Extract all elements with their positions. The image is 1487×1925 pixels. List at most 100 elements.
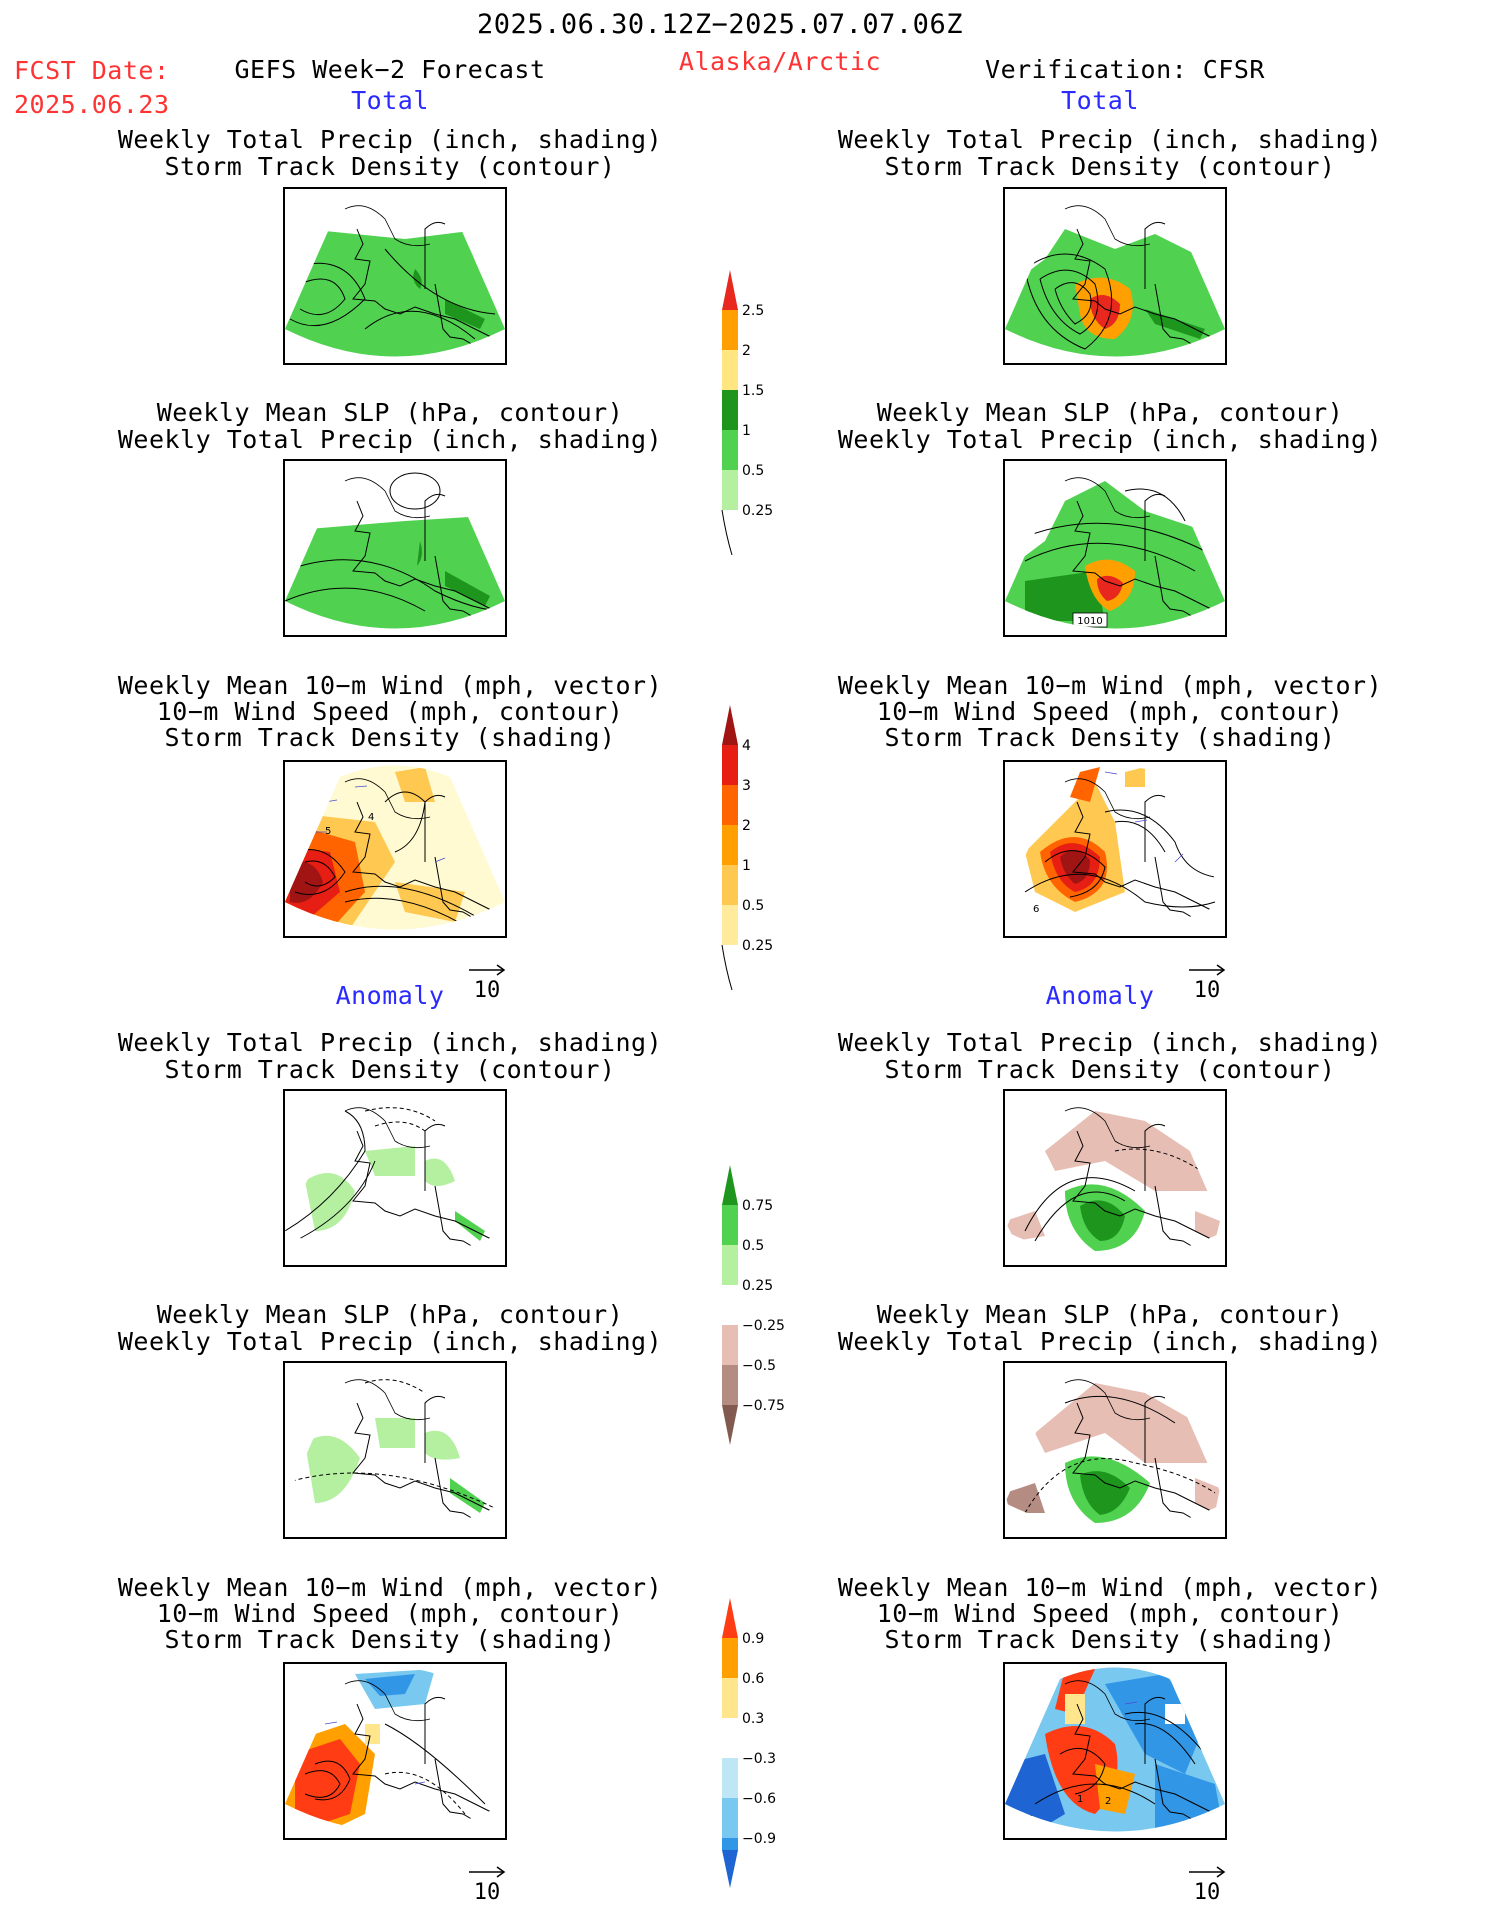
cbar-seg (722, 1245, 738, 1285)
section-total-left: Total (351, 86, 429, 115)
vector-scale-anom-right: 10 (1187, 1862, 1227, 1906)
vector-scale-total-left: 10 (467, 960, 507, 1004)
cbar-seg (722, 745, 738, 785)
colorbar-total-precip: 2.5 2 1.5 1 0.5 0.25 (721, 270, 802, 560)
section-anomaly-right: Anomaly (1045, 981, 1155, 1010)
cbar-label: 0.5 (742, 463, 764, 479)
panel-title-total-precip-right-2: Storm Track Density (contour) (884, 152, 1336, 181)
anom-wind-contour-label-b: 1 (1077, 1794, 1083, 1805)
panel-title-anom-wind-left-1: Weekly Mean 10−m Wind (mph, vector) (117, 1573, 663, 1602)
cbar-label: 0.25 (742, 1278, 773, 1294)
cbar-seg (722, 1365, 738, 1405)
map-anom-precip-storm-gefs (283, 1089, 507, 1267)
vector-scale-label: 10 (1193, 978, 1221, 1003)
slp-contour-label: 1010 (1077, 616, 1102, 627)
cbar-label: −0.3 (742, 1751, 776, 1767)
cbar-seg (722, 785, 738, 825)
map-total-precip-storm-gefs (283, 187, 507, 365)
panel-title-anom-slp-left-1: Weekly Mean SLP (hPa, contour) (156, 1300, 624, 1329)
cbar-seg (722, 905, 738, 945)
panel-title-anom-slp-right-1: Weekly Mean SLP (hPa, contour) (876, 1300, 1344, 1329)
anom-wind-contour-label-c: 2 (1105, 1796, 1111, 1807)
cbar-label: −0.5 (742, 1358, 776, 1374)
cbar-label: 1 (742, 423, 751, 439)
cbar-seg (722, 1285, 738, 1325)
panel-title-anom-precip-right-1: Weekly Total Precip (inch, shading) (837, 1028, 1383, 1057)
cbar-label: 0.25 (742, 938, 773, 954)
cbar-label: 1 (742, 858, 751, 874)
region-title: Alaska/Arctic (678, 47, 882, 76)
map-total-slp-precip-cfsr: 1010 (1003, 459, 1227, 637)
fcst-date-value: 2025.06.23 (14, 90, 170, 119)
cbar-label: 0.75 (742, 1198, 773, 1214)
panel-title-total-precip-right-1: Weekly Total Precip (inch, shading) (837, 125, 1383, 154)
panel-title-anom-slp-right-2: Weekly Total Precip (inch, shading) (837, 1327, 1383, 1356)
panel-title-total-wind-right-3: Storm Track Density (shading) (884, 723, 1336, 752)
map-anom-slp-precip-cfsr (1003, 1361, 1227, 1539)
map-anom-wind-storm-cfsr: 5 1 2 (1003, 1662, 1227, 1840)
cbar-seg (722, 1850, 738, 1888)
cbar-label: −0.75 (742, 1398, 785, 1414)
map-anom-precip-storm-cfsr (1003, 1089, 1227, 1267)
wind-contour-label-b: 5 (325, 826, 331, 837)
cbar-seg (722, 1798, 738, 1838)
panel-title-anom-wind-right-2: 10−m Wind Speed (mph, contour) (876, 1599, 1344, 1628)
cbar-label: 3 (742, 778, 751, 794)
colorbar-total-storm: 4 3 2 1 0.5 0.25 (721, 705, 802, 995)
cbar-label: −0.25 (742, 1318, 785, 1334)
cbar-seg (722, 310, 738, 350)
cbar-seg (722, 1405, 738, 1445)
anom-wind-contour-label-a: 5 (1027, 1814, 1033, 1825)
panel-title-anom-wind-right-3: Storm Track Density (shading) (884, 1625, 1336, 1654)
cbar-label: 2 (742, 343, 751, 359)
panel-title-total-wind-left-3: Storm Track Density (shading) (164, 723, 616, 752)
section-anomaly-left: Anomaly (335, 981, 445, 1010)
vector-scale-label: 10 (1193, 1880, 1221, 1905)
cbar-seg (722, 1638, 738, 1678)
vector-scale-total-right: 10 (1187, 960, 1227, 1004)
panel-title-total-wind-left-2: 10−m Wind Speed (mph, contour) (156, 697, 624, 726)
cbar-label: −0.6 (742, 1791, 776, 1807)
cbar-label: 0.5 (742, 1238, 764, 1254)
section-total-right: Total (1061, 86, 1139, 115)
cbar-seg (722, 1325, 738, 1365)
cbar-seg (722, 1838, 738, 1850)
cbar-label: 4 (742, 738, 751, 754)
panel-title-total-slp-right-2: Weekly Total Precip (inch, shading) (837, 425, 1383, 454)
cbar-seg (722, 1598, 738, 1638)
cbar-seg (722, 430, 738, 470)
arrow-right-icon (469, 1866, 506, 1878)
cbar-seg (722, 1165, 738, 1205)
cbar-seg (722, 1205, 738, 1245)
colorbar-anom-storm: 0.9 0.6 0.3 −0.3 −0.6 −0.9 (722, 1598, 802, 1898)
map-anom-slp-precip-gefs (283, 1361, 507, 1539)
map-total-precip-storm-cfsr (1003, 187, 1227, 365)
cbar-label: 0.25 (742, 503, 773, 519)
vector-scale-label: 10 (473, 978, 501, 1003)
cbar-label: 2 (742, 818, 751, 834)
cbar-label: 2.5 (742, 303, 764, 319)
cbar-label: 0.3 (742, 1711, 764, 1727)
cbar-seg (722, 1678, 738, 1718)
cbar-seg (722, 470, 738, 510)
cbar-label: 1.5 (742, 383, 764, 399)
wind-contour-label-a: 4 (368, 812, 374, 823)
panel-title-anom-precip-left-2: Storm Track Density (contour) (164, 1055, 616, 1084)
map-total-wind-storm-gefs: 4 5 (283, 760, 507, 938)
vector-scale-label: 10 (473, 1880, 501, 1905)
cbar-seg (722, 705, 738, 745)
panel-title-total-wind-left-1: Weekly Mean 10−m Wind (mph, vector) (117, 671, 663, 700)
panel-title-total-precip-left-2: Storm Track Density (contour) (164, 152, 616, 181)
panel-title-total-precip-left-1: Weekly Total Precip (inch, shading) (117, 125, 663, 154)
panel-title-total-wind-right-2: 10−m Wind Speed (mph, contour) (876, 697, 1344, 726)
panel-title-total-wind-right-1: Weekly Mean 10−m Wind (mph, vector) (837, 671, 1383, 700)
panel-title-total-slp-left-1: Weekly Mean SLP (hPa, contour) (156, 398, 624, 427)
cbar-label: 0.6 (742, 1671, 764, 1687)
colorbar-anom-precip: 0.75 0.5 0.25 −0.25 −0.5 −0.75 (722, 1165, 802, 1455)
wind-contour-label-c: 6 (1033, 904, 1039, 915)
map-anom-wind-storm-gefs (283, 1662, 507, 1840)
cbar-seg (722, 390, 738, 430)
panel-title-anom-wind-left-2: 10−m Wind Speed (mph, contour) (156, 1599, 624, 1628)
panel-title-anom-precip-left-1: Weekly Total Precip (inch, shading) (117, 1028, 663, 1057)
panel-title-anom-wind-right-1: Weekly Mean 10−m Wind (mph, vector) (837, 1573, 1383, 1602)
